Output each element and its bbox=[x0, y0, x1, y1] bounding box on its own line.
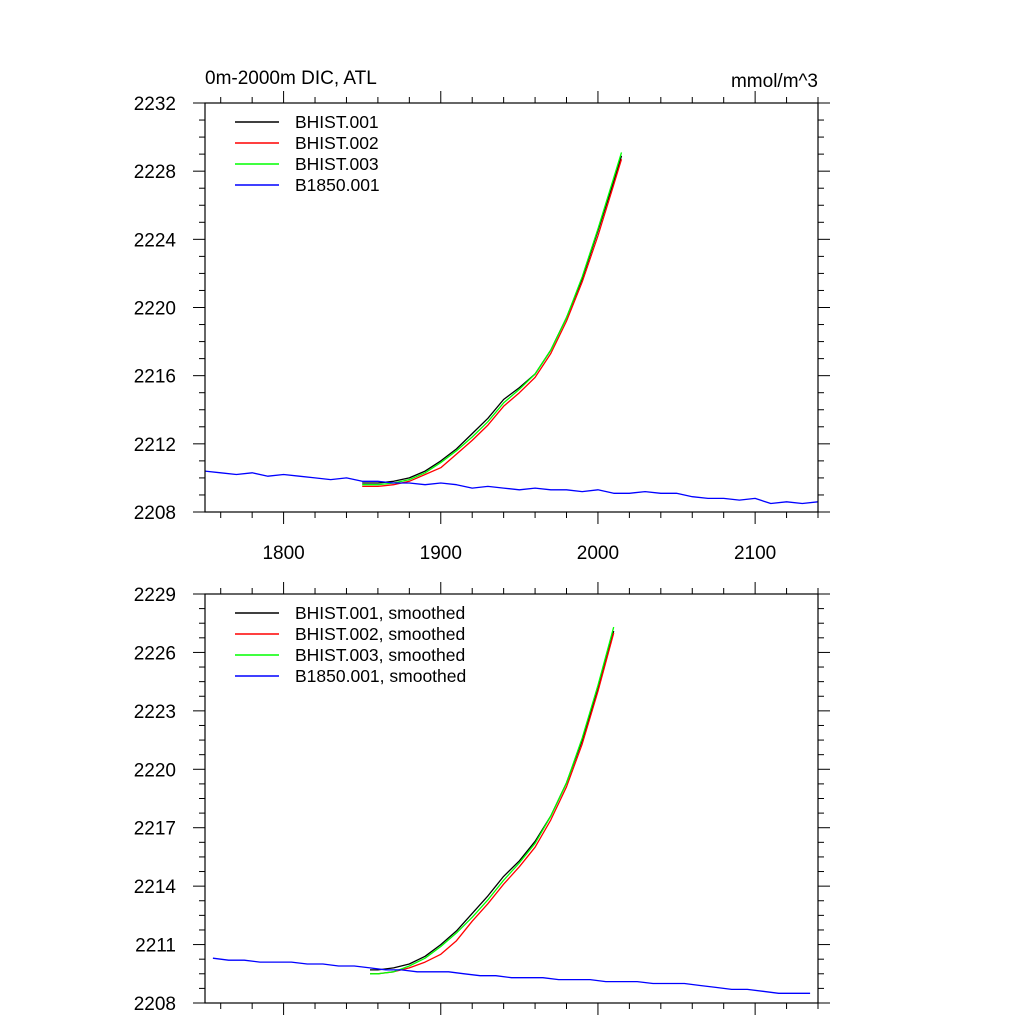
y-tick-label: 2212 bbox=[134, 435, 176, 456]
y-tick-label: 2211 bbox=[135, 936, 176, 957]
y-tick-label: 2232 bbox=[134, 94, 176, 115]
series-line-4 bbox=[204, 470, 819, 505]
chart-units-label: mmol/m^3 bbox=[731, 71, 818, 92]
series-line-3 bbox=[370, 626, 615, 975]
bottom-chart-panel: 2208 2211 2214 2217 2220 2223 2226 2229 BHIST.0… bbox=[134, 582, 830, 1015]
series-line-4 bbox=[212, 957, 811, 994]
series-line-2 bbox=[370, 632, 615, 975]
legend-label-3: BHIST.003 bbox=[295, 154, 379, 174]
x-tick-label: 2100 bbox=[734, 543, 776, 564]
legend-label-2: BHIST.002, smoothed bbox=[295, 624, 465, 644]
y-tick-label: 2214 bbox=[134, 877, 177, 898]
legend-label-4: B1850.001, smoothed bbox=[295, 666, 466, 686]
y-tick-label: 2208 bbox=[134, 503, 176, 524]
y-tick-label: 2220 bbox=[134, 760, 176, 781]
legend-label-1: BHIST.001, smoothed bbox=[295, 603, 465, 623]
legend-label-2: BHIST.002 bbox=[295, 133, 379, 153]
y-tick-label: 2208 bbox=[134, 994, 176, 1015]
legend-label-3: BHIST.003, smoothed bbox=[295, 645, 465, 665]
x-tick-label: 2000 bbox=[577, 543, 619, 564]
chart-title: 0m-2000m DIC, ATL bbox=[205, 68, 377, 89]
y-tick-label: 2223 bbox=[134, 702, 176, 723]
legend-label-1: BHIST.001 bbox=[295, 112, 379, 132]
top-chart-panel: 0m-2000m DIC, ATL mmol/m^3 2208 2212 2216 2… bbox=[134, 68, 830, 564]
y-tick-label: 2224 bbox=[134, 230, 177, 251]
y-tick-label: 2229 bbox=[134, 585, 176, 606]
y-tick-label: 2228 bbox=[134, 162, 176, 183]
series-line-3 bbox=[362, 152, 623, 486]
x-tick-label: 1800 bbox=[262, 543, 304, 564]
y-tick-label: 2216 bbox=[134, 367, 176, 388]
series-line-2 bbox=[362, 159, 623, 488]
y-tick-label: 2217 bbox=[134, 819, 176, 840]
series-line-1 bbox=[362, 155, 623, 484]
y-tick-label: 2220 bbox=[134, 299, 176, 320]
x-tick-label: 1900 bbox=[420, 543, 462, 564]
y-tick-label: 2226 bbox=[134, 643, 176, 664]
legend-label-4: B1850.001 bbox=[295, 175, 380, 195]
